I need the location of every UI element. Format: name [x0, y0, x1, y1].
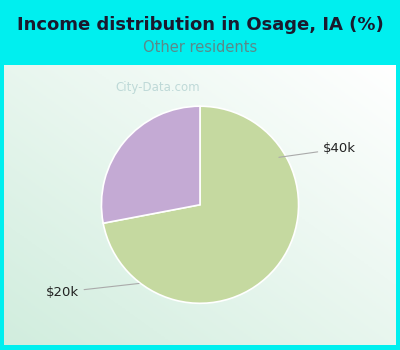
Text: $40k: $40k [279, 142, 356, 157]
Text: City-Data.com: City-Data.com [116, 80, 200, 94]
Text: $20k: $20k [46, 284, 139, 299]
Text: Other residents: Other residents [143, 40, 257, 55]
Text: Income distribution in Osage, IA (%): Income distribution in Osage, IA (%) [17, 16, 383, 34]
Wedge shape [102, 106, 200, 223]
Wedge shape [103, 106, 298, 303]
